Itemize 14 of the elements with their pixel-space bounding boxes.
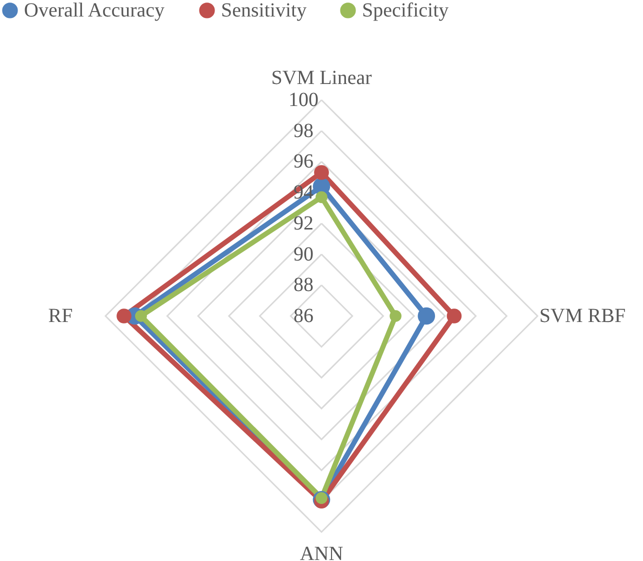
y-tick-label: 96 [294,150,314,173]
spoke-label: ANN [300,543,344,561]
spoke-label: SVM Linear [271,67,372,89]
legend-label: Overall Accuracy [24,0,164,22]
y-tick-label: 92 [294,212,314,234]
spoke-label: RF [48,305,73,327]
legend-label: Specificity [362,0,449,22]
y-tick-label: 88 [294,274,314,296]
y-tick-label: 100 [288,89,318,111]
spoke-label: SVM RBF [539,305,626,327]
y-tick-label: 98 [294,120,314,142]
y-tick-label: 86 [294,305,314,327]
y-tick-label: 90 [294,243,314,266]
legend-label: Sensitivity [221,0,307,22]
